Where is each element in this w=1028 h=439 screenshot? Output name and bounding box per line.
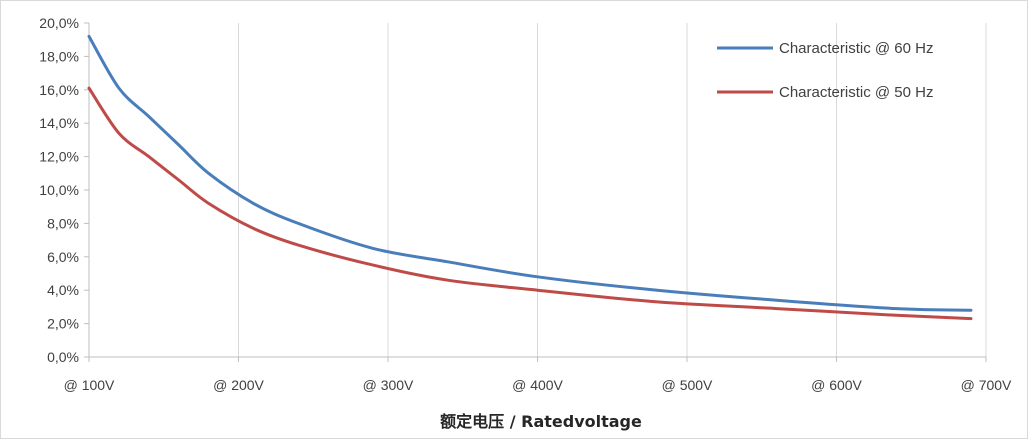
y-tick-label: 8,0%	[47, 215, 79, 231]
series-line-60hz	[87, 34, 973, 312]
y-tick-label: 2,0%	[47, 316, 79, 332]
legend-label: Characteristic @ 50 Hz	[779, 84, 933, 101]
y-tick-label: 12,0%	[39, 149, 79, 165]
y-tick-label: 18,0%	[39, 48, 79, 64]
y-tick-label: 20,0%	[39, 15, 79, 31]
legend: Characteristic @ 60 Hz Characteristic @ 5…	[717, 40, 933, 101]
x-tick-label: @ 600V	[811, 377, 862, 393]
x-tick-label: @ 500V	[662, 377, 713, 393]
series-line-50hz	[87, 86, 973, 321]
x-tick-label: @ 200V	[213, 377, 264, 393]
x-tick-label: @ 300V	[363, 377, 414, 393]
x-tick-label: @ 100V	[64, 377, 115, 393]
axes	[84, 22, 987, 362]
y-tick-label: 14,0%	[39, 115, 79, 131]
series-lines	[87, 34, 973, 321]
y-tick-label: 0,0%	[47, 349, 79, 365]
y-tick-labels: 0,0% 2,0% 4,0% 6,0% 8,0% 10,0% 12,0% 14,0% 16,0%…	[39, 15, 79, 365]
x-tick-label: @ 400V	[512, 377, 563, 393]
x-tick-labels: @ 100V @ 200V @ 300V @ 400V @ 500V @ 600V @ 70…	[64, 377, 1012, 393]
y-tick-label: 16,0%	[39, 82, 79, 98]
x-axis-title: 额定电压 / Ratedvoltage	[440, 412, 642, 431]
y-tick-label: 4,0%	[47, 282, 79, 298]
y-tick-label: 6,0%	[47, 249, 79, 265]
legend-label: Characteristic @ 60 Hz	[779, 40, 933, 57]
grid-lines	[238, 23, 987, 357]
x-tick-label: @ 700V	[961, 377, 1012, 393]
y-tick-label: 10,0%	[39, 182, 79, 198]
